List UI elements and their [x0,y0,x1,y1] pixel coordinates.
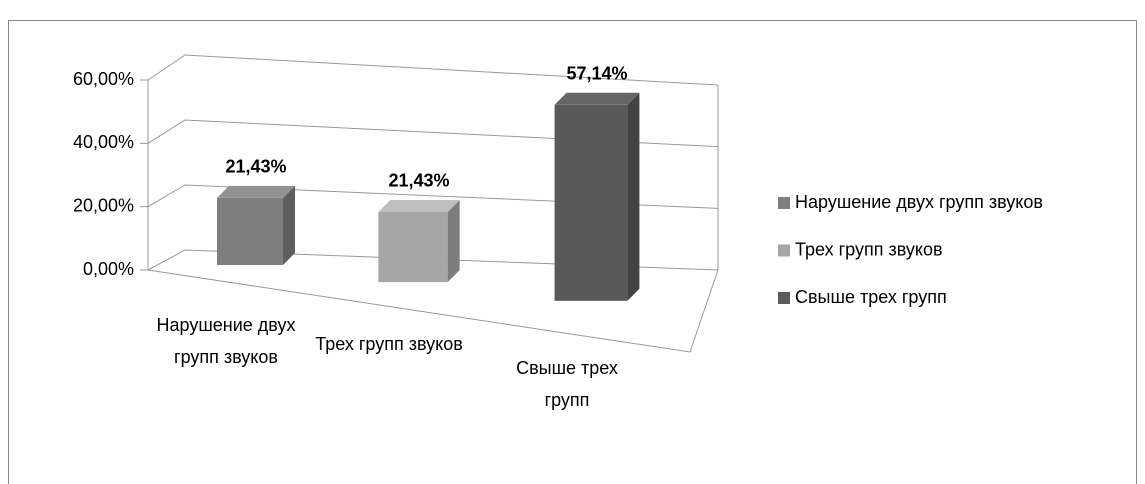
bar-side [283,185,295,265]
bar [217,197,283,265]
bar [554,104,628,301]
legend-label: Нарушение двух групп звуков [795,192,1043,212]
y-tick-label: 0,00% [83,259,134,279]
floor [147,269,719,353]
legend-label: Свыше трех групп [795,287,947,307]
x-tick-label: Свыше трех групп [516,358,618,410]
bar-top [554,92,640,105]
y-tick-label: 20,00% [73,195,134,215]
grid-line [140,119,719,148]
legend-swatch [778,244,790,257]
legend-label: Трех групп звуков [795,239,943,259]
grid-line [140,184,719,209]
bar-top [217,185,295,198]
bar [378,211,448,283]
bar-side [627,92,640,301]
value-label: 21,43% [388,171,449,191]
x-tick-label: Трех групп звуков [315,334,463,354]
y-tick-label: 60,00% [73,69,134,89]
grid-line [140,54,719,86]
legend-swatch [778,292,790,304]
x-tick-label: Нарушение двух групп звуков [156,315,296,367]
value-label: 21,43% [225,157,286,177]
value-label: 57,14% [566,64,627,84]
legend-swatch [778,197,790,209]
y-tick-label: 40,00% [73,132,134,152]
bar-top [378,199,460,212]
bar-side [447,199,460,283]
